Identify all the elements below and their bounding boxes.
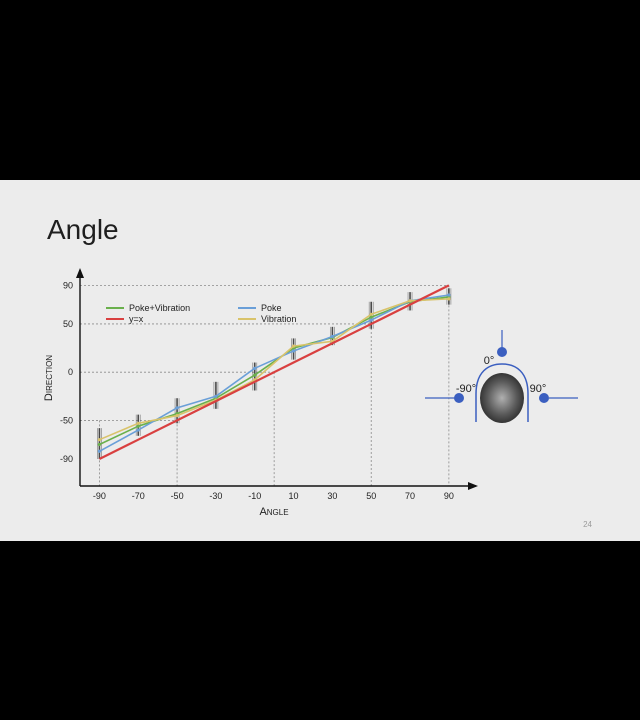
x-tick-label: 30 xyxy=(327,491,337,501)
series-point xyxy=(175,406,179,410)
finger-angle-diagram: 0° -90° 90° xyxy=(425,330,578,423)
label-ninety-degrees: 90° xyxy=(530,383,547,395)
series-point xyxy=(253,366,257,370)
series-point xyxy=(97,442,102,447)
right-contact-dot xyxy=(539,393,549,403)
series-point xyxy=(369,315,373,319)
slide-title: Angle xyxy=(47,214,119,245)
series-point xyxy=(136,424,140,428)
x-tick-label: -30 xyxy=(209,491,222,501)
x-axis-label: Angle xyxy=(259,506,288,518)
series-point xyxy=(330,334,334,339)
x-tick-label: -70 xyxy=(132,491,145,501)
slide: Angle -90 -70 -50 -30 -10 10 30 50 70 90 90 50 0 -50-… xyxy=(0,180,640,541)
left-contact-dot xyxy=(454,393,464,403)
label-zero-degrees: 0° xyxy=(484,355,495,367)
x-tick-label: -10 xyxy=(248,491,261,501)
x-tick-label: -90 xyxy=(93,491,106,501)
fingerprint-icon xyxy=(480,373,524,423)
y-axis-arrow-icon xyxy=(76,268,84,278)
series-line-y-x xyxy=(98,284,450,460)
series-point xyxy=(369,312,373,316)
y-tick-label: -90 xyxy=(60,454,73,464)
fingertip-outline xyxy=(475,363,529,422)
y-tick-label: -50 xyxy=(60,415,73,425)
series-point xyxy=(136,428,140,432)
series-line-vibration xyxy=(99,298,449,441)
label-minus-ninety-degrees: -90° xyxy=(456,383,476,395)
x-axis-arrow-icon xyxy=(468,482,478,490)
y-tick-label: 0 xyxy=(68,367,73,377)
direction-vs-angle-chart: -90 -70 -50 -30 -10 10 30 50 70 90 90 50 0 -50 -90 Pok… xyxy=(43,268,578,518)
x-tick-label: 10 xyxy=(289,491,299,501)
series-point xyxy=(447,297,451,301)
y-axis-label: Direction xyxy=(43,355,55,401)
axes xyxy=(76,268,478,490)
series-point xyxy=(447,293,451,297)
x-tick-label: 50 xyxy=(366,491,376,501)
y-tick-label: 90 xyxy=(63,280,73,290)
series-point xyxy=(97,449,102,453)
tick-labels: -90 -70 -50 -30 -10 10 30 50 70 90 90 50 0 -50 -90 xyxy=(60,280,454,501)
legend-label: Vibration xyxy=(261,314,296,324)
x-tick-label: 90 xyxy=(444,491,454,501)
legend-label: Poke xyxy=(261,303,282,313)
y-tick-label: 50 xyxy=(63,319,73,329)
series-point xyxy=(175,413,179,418)
legend-label: y=x xyxy=(129,314,144,324)
series-point xyxy=(291,344,296,348)
top-contact-dot xyxy=(497,347,507,357)
series-lines xyxy=(97,284,451,460)
legend-label: Poke+Vibration xyxy=(129,303,190,313)
series-point xyxy=(97,438,102,442)
page-number: 24 xyxy=(583,520,592,529)
x-tick-label: 70 xyxy=(405,491,415,501)
series-point xyxy=(214,394,218,398)
series-point xyxy=(291,349,296,353)
series-point xyxy=(369,318,373,322)
x-tick-label: -50 xyxy=(171,491,184,501)
series-point xyxy=(136,421,140,425)
series-point xyxy=(408,299,412,303)
series-point xyxy=(253,373,257,377)
